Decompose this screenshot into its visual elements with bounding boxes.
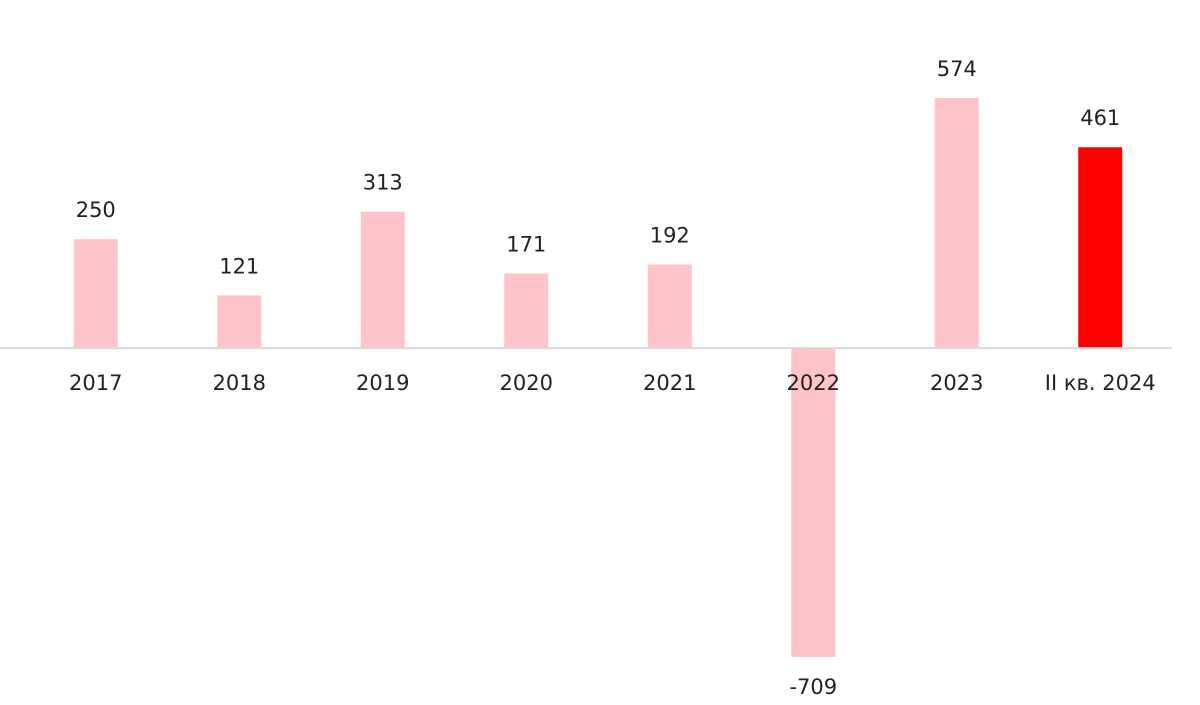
bar bbox=[934, 98, 979, 349]
bar bbox=[1078, 147, 1123, 349]
value-label: 461 bbox=[1080, 106, 1120, 130]
value-label: -709 bbox=[789, 675, 837, 699]
value-label: 121 bbox=[219, 254, 259, 278]
bar bbox=[791, 348, 836, 657]
bar bbox=[647, 264, 692, 349]
bar bbox=[360, 211, 405, 349]
value-label: 574 bbox=[937, 57, 977, 81]
x-tick-label: 2023 bbox=[930, 371, 983, 395]
x-tick-label: 2022 bbox=[787, 371, 840, 395]
x-tick-label: 2018 bbox=[213, 371, 266, 395]
x-tick-label: 2021 bbox=[643, 371, 696, 395]
bar bbox=[217, 295, 262, 349]
value-label: 171 bbox=[506, 233, 546, 257]
value-label: 313 bbox=[363, 171, 403, 195]
x-tick-label: 2020 bbox=[500, 371, 553, 395]
value-label: 192 bbox=[650, 223, 690, 247]
value-label: 250 bbox=[76, 198, 116, 222]
x-tick-label: 2017 bbox=[69, 371, 122, 395]
bar bbox=[73, 239, 118, 349]
bar bbox=[504, 273, 549, 349]
x-tick-label: 2019 bbox=[356, 371, 409, 395]
x-tick-label: II кв. 2024 bbox=[1045, 371, 1156, 395]
